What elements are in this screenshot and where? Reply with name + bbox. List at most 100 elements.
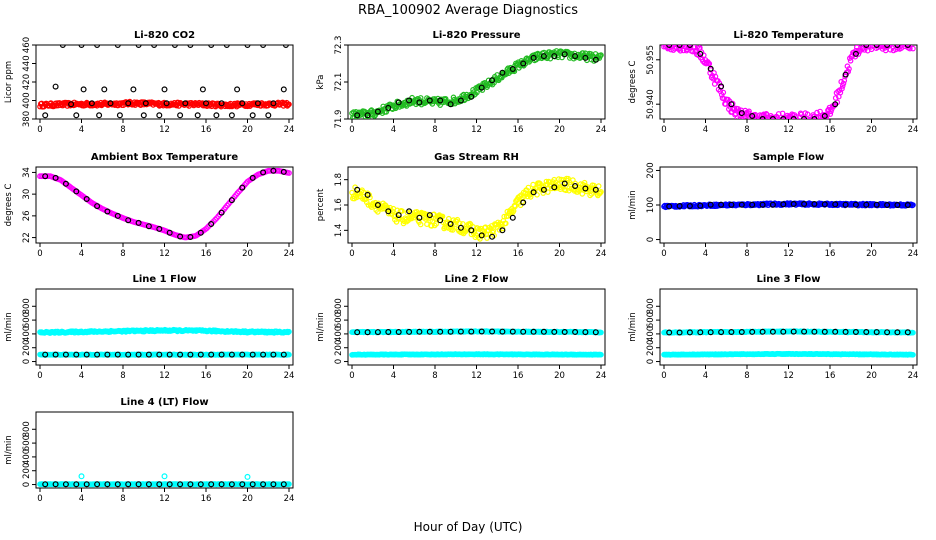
data-point: [832, 328, 839, 335]
data-point: [280, 351, 287, 358]
data-point: [533, 185, 540, 191]
data-point: [364, 191, 371, 198]
data-point: [417, 221, 424, 228]
y-tick-label: 600: [334, 312, 344, 328]
data-point: [42, 112, 49, 119]
data-point: [437, 328, 444, 335]
data-point: [437, 97, 444, 104]
data-point: [598, 52, 604, 58]
y-tick-label: 50.955: [646, 45, 656, 75]
data-point: [161, 86, 168, 93]
x-tick-label: 12: [159, 249, 170, 259]
data-point: [260, 481, 267, 488]
x-tick-label: 20: [242, 494, 253, 504]
data-point: [197, 351, 204, 358]
data-point: [286, 481, 292, 487]
data-point: [728, 201, 735, 208]
data-point: [718, 201, 725, 208]
data-point: [777, 120, 781, 124]
data-point: [884, 202, 891, 209]
data-point: [720, 89, 727, 96]
data-point: [904, 39, 908, 43]
y-tick-label: 1.4: [334, 224, 344, 238]
figure-title: RBA_100902 Average Diagnostics: [358, 3, 578, 18]
data-point: [700, 52, 707, 59]
x-tick-label: 4: [79, 371, 84, 381]
data-point: [166, 351, 173, 358]
data-point: [249, 174, 256, 181]
data-point: [73, 481, 80, 488]
data-point: [171, 45, 178, 48]
data-point: [760, 120, 764, 124]
data-point: [842, 71, 849, 78]
data-point: [592, 329, 599, 336]
data-point: [208, 45, 215, 48]
data-point: [73, 351, 80, 358]
data-point: [842, 201, 849, 208]
x-tick-label: 8: [744, 125, 749, 135]
data-point: [797, 118, 801, 119]
data-point: [399, 208, 405, 214]
series-2: [354, 51, 599, 119]
data-point: [489, 233, 496, 240]
data-point: [779, 118, 783, 119]
data-point: [863, 201, 870, 208]
y-tick-label: 800: [22, 298, 32, 314]
data-point: [364, 329, 371, 336]
x-tick-label: 4: [391, 125, 396, 135]
data-point: [718, 83, 725, 90]
y-tick-label: 200: [646, 162, 656, 178]
data-point: [520, 199, 527, 206]
y-tick-label: 400: [22, 326, 32, 342]
data-point: [868, 38, 872, 42]
data-point: [537, 180, 543, 187]
data-point: [832, 101, 839, 108]
data-point: [166, 229, 173, 236]
data-point: [130, 86, 137, 93]
data-point: [116, 112, 123, 119]
data-point: [862, 45, 869, 48]
data-point: [894, 45, 901, 48]
x-tick-label: 24: [596, 249, 607, 259]
x-tick-label: 20: [866, 125, 877, 135]
data-point: [816, 120, 820, 124]
data-point: [447, 328, 454, 335]
series-3: [354, 328, 599, 336]
data-point: [763, 120, 767, 124]
x-tick-label: 16: [513, 125, 524, 135]
data-point: [778, 120, 782, 124]
y-tick-label: 380: [22, 111, 32, 127]
panel-4: Ambient Box Temperature 0 4 8 12 16 20 24 22 26 30…: [4, 152, 294, 259]
data-point: [808, 122, 812, 126]
y-axis-label: ml/min: [4, 435, 14, 465]
panel-title: Line 1 Flow: [133, 274, 197, 285]
x-tick-label: 24: [908, 371, 919, 381]
data-point: [114, 351, 121, 358]
y-axis-label: ml/min: [628, 190, 638, 220]
series-3: [42, 351, 287, 358]
data-point: [811, 201, 818, 208]
y-tick-label: 200: [646, 340, 656, 356]
data-point: [801, 120, 805, 124]
x-tick-label: 4: [79, 494, 84, 504]
data-point: [228, 112, 235, 119]
data-point: [213, 112, 220, 119]
data-point: [395, 99, 402, 106]
data-point: [802, 117, 807, 119]
data-point: [790, 328, 797, 335]
data-point: [842, 328, 849, 335]
x-tick-label: 24: [908, 249, 919, 259]
data-point: [68, 101, 75, 108]
x-tick-label: 16: [825, 125, 836, 135]
x-tick-label: 8: [120, 371, 125, 381]
x-tick-label: 16: [201, 125, 212, 135]
data-point: [800, 122, 804, 126]
y-tick-label: 34: [22, 167, 32, 178]
data-point: [509, 328, 516, 335]
data-point: [894, 40, 898, 44]
data-point: [163, 100, 170, 107]
series-1: [661, 38, 916, 126]
data-point: [145, 481, 152, 488]
data-point: [177, 481, 184, 488]
series-2: [42, 167, 287, 241]
